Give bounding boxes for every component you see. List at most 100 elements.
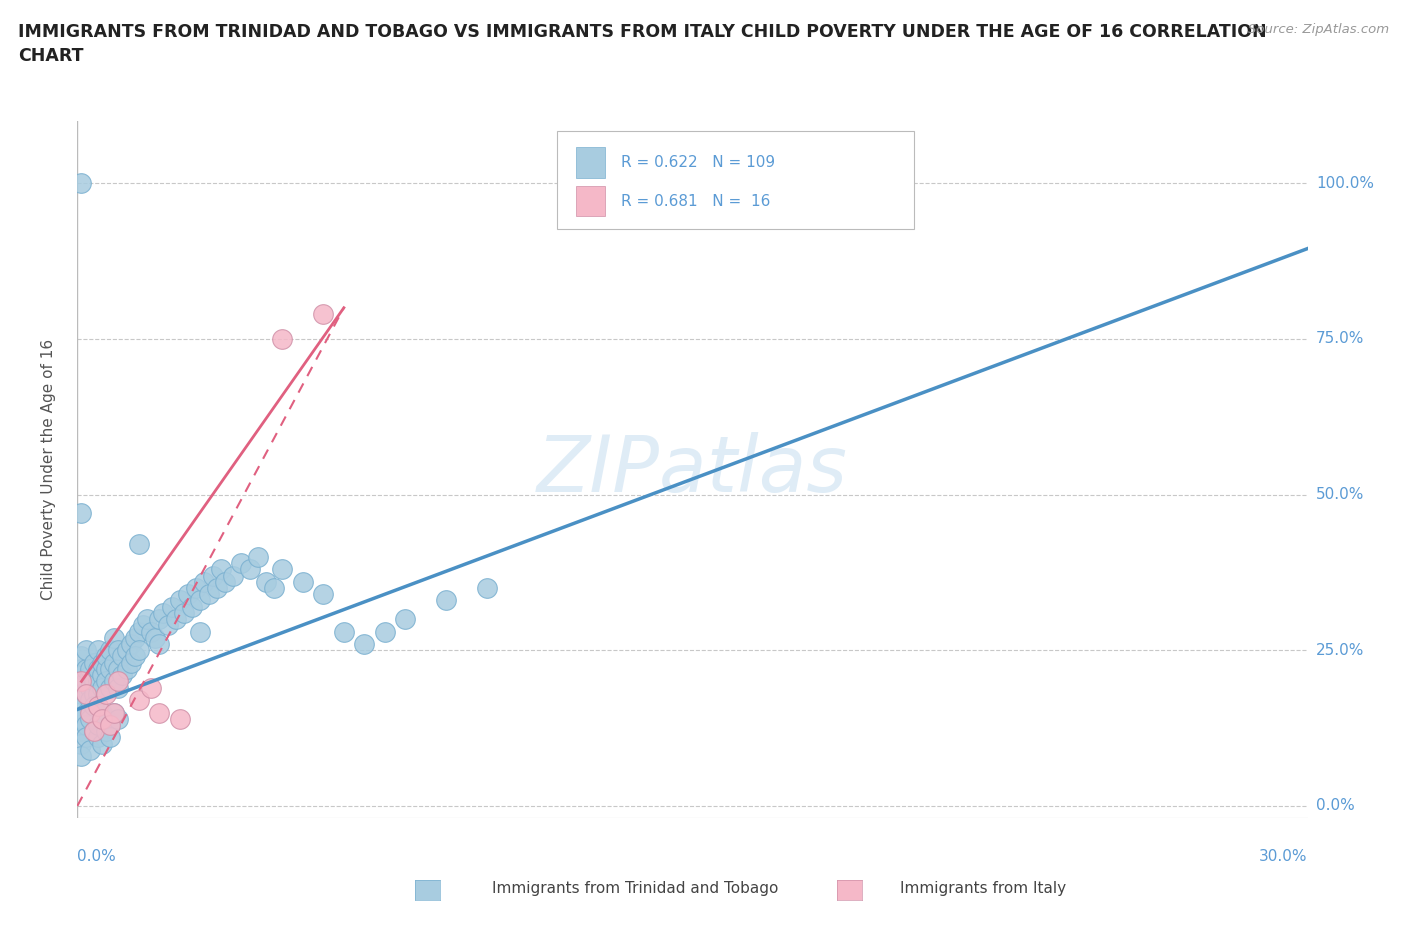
Point (75, 661, 97, 676)
Text: IMMIGRANTS FROM TRINIDAD AND TOBAGO VS IMMIGRANTS FROM ITALY CHILD POVERTY UNDER: IMMIGRANTS FROM TRINIDAD AND TOBAGO VS I… (18, 23, 1267, 65)
Point (209, 562, 232, 577)
Point (148, 705, 170, 720)
Point (143, 631, 166, 645)
Point (75, 718, 97, 733)
Point (111, 649, 134, 664)
Text: R = 0.681   N =  16: R = 0.681 N = 16 (621, 193, 770, 208)
Point (70, 711, 93, 726)
Point (79, 705, 101, 720)
Point (107, 711, 129, 726)
Point (271, 331, 294, 346)
Text: 50.0%: 50.0% (1316, 487, 1364, 502)
Point (98, 643, 121, 658)
Point (156, 618, 179, 632)
Point (103, 674, 125, 689)
Point (128, 643, 150, 658)
Point (90, 711, 114, 726)
Point (333, 624, 356, 639)
Text: 0.0%: 0.0% (77, 849, 117, 864)
Point (263, 580, 285, 595)
Point (70, 506, 93, 521)
Point (98, 661, 121, 676)
Text: 30.0%: 30.0% (1260, 849, 1308, 864)
Point (79, 680, 101, 695)
Point (70, 724, 93, 738)
Point (98, 718, 121, 733)
Point (107, 680, 129, 695)
Point (197, 587, 219, 602)
Point (132, 618, 155, 632)
Point (111, 668, 134, 683)
Point (181, 599, 204, 614)
Point (353, 637, 375, 652)
Point (98, 730, 121, 745)
Point (477, 580, 499, 595)
Point (254, 575, 277, 590)
Point (70, 176, 93, 191)
Point (205, 580, 228, 595)
Point (169, 711, 191, 726)
Point (165, 612, 187, 627)
Point (75, 643, 97, 658)
Point (103, 705, 125, 720)
Point (107, 661, 129, 676)
Point (177, 587, 200, 602)
Point (124, 631, 146, 645)
Point (75, 730, 97, 745)
Text: 75.0%: 75.0% (1316, 331, 1364, 346)
Point (103, 656, 125, 671)
Text: ZIPatlas: ZIPatlas (537, 432, 848, 508)
Text: 25.0%: 25.0% (1316, 643, 1364, 658)
Point (94, 724, 117, 738)
Point (141, 624, 163, 639)
Point (87, 698, 110, 713)
Point (75, 686, 97, 701)
Point (79, 742, 101, 757)
Point (87, 686, 110, 701)
Point (87, 674, 110, 689)
Point (90, 737, 114, 751)
Point (70, 674, 93, 689)
Point (169, 593, 191, 608)
Point (188, 593, 212, 608)
Point (222, 568, 245, 583)
Point (87, 718, 110, 733)
Point (79, 711, 101, 726)
Point (201, 568, 224, 583)
Point (98, 718, 121, 733)
Point (148, 612, 170, 627)
Point (271, 562, 294, 577)
Point (107, 643, 129, 658)
Point (160, 599, 183, 614)
Point (87, 730, 110, 745)
Point (98, 680, 121, 695)
Point (90, 668, 114, 683)
Point (374, 624, 396, 639)
Point (312, 587, 335, 602)
Point (141, 680, 163, 695)
Point (90, 656, 114, 671)
Point (312, 307, 335, 322)
Text: Immigrants from Trinidad and Tobago: Immigrants from Trinidad and Tobago (492, 881, 779, 896)
Point (94, 711, 117, 726)
Point (173, 605, 195, 620)
Point (94, 674, 117, 689)
Text: 0.0%: 0.0% (1316, 799, 1354, 814)
Point (107, 674, 129, 689)
Point (186, 580, 208, 595)
Point (83, 698, 105, 713)
FancyBboxPatch shape (557, 131, 914, 229)
Point (103, 705, 125, 720)
Point (239, 562, 262, 577)
Point (87, 661, 110, 676)
Point (75, 705, 97, 720)
Point (87, 643, 110, 658)
Point (214, 575, 236, 590)
Point (83, 674, 105, 689)
Point (83, 724, 105, 738)
Point (70, 649, 93, 664)
Point (70, 737, 93, 751)
Point (70, 661, 93, 676)
Point (128, 537, 150, 551)
Point (75, 674, 97, 689)
